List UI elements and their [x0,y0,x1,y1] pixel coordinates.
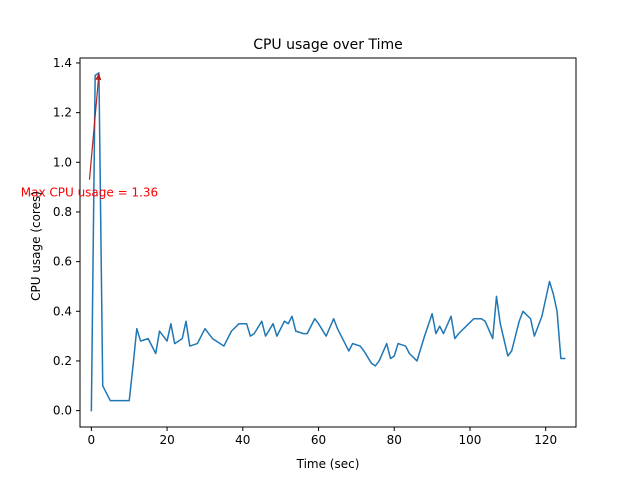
y-tick-label: 0.8 [53,205,72,219]
x-axis-label: Time (sec) [296,457,360,471]
series-line-0 [90,72,566,412]
annotation-layer: Max CPU usage = 1.36 [21,72,158,200]
y-tick-label: 0.4 [53,304,72,318]
y-axis-label: CPU usage (cores) [29,191,43,301]
y-tick-label: 1.0 [53,155,72,169]
x-tick-label: 20 [159,433,174,447]
x-tick-label: 40 [235,433,250,447]
axes-background [80,58,576,427]
axes-frame [79,57,577,428]
y-tick-label: 0.6 [53,255,72,269]
x-tick-label: 0 [88,433,96,447]
plot-area [79,57,577,428]
annotation-arrow-head [95,72,102,81]
annotation-text: Max CPU usage = 1.36 [21,186,158,200]
y-tick-label: 0.0 [53,404,72,418]
chart-title: CPU usage over Time [253,37,403,53]
annotation-arrow-line [88,73,100,180]
x-axis: 0 20 40 60 80 100 120 [88,427,557,447]
x-tick-label: 120 [534,433,557,447]
series-layer [90,72,566,412]
y-tick-label: 1.4 [53,56,72,70]
x-tick-label: 60 [311,433,326,447]
y-axis: 0.0 0.2 0.4 0.6 0.8 1.0 1.2 1.4 [53,56,80,418]
y-tick-label: 1.2 [53,106,72,120]
x-tick-label: 80 [387,433,402,447]
x-tick-label: 100 [459,433,482,447]
y-tick-label: 0.2 [53,354,72,368]
